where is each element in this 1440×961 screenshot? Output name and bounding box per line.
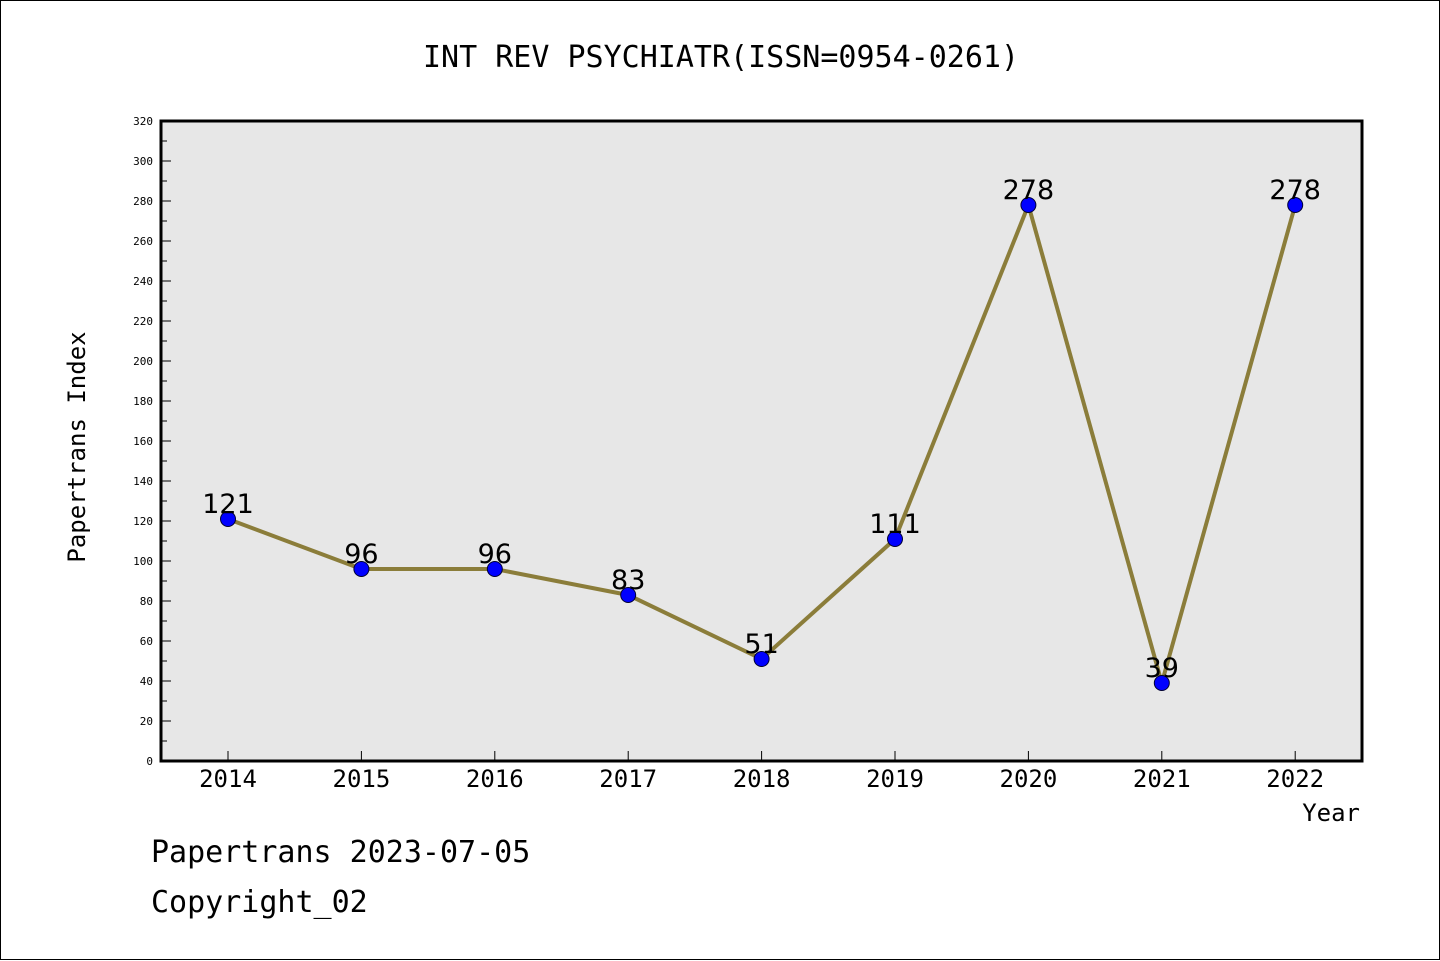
data-point-marker	[1287, 197, 1304, 213]
data-point-label: 83	[611, 565, 645, 596]
plot-border	[159, 119, 1364, 763]
y-tick-label: 280	[133, 195, 153, 208]
footer-date-line: Papertrans 2023-07-05	[151, 835, 531, 870]
x-axis-label: Year	[1302, 799, 1360, 827]
data-point-label: 121	[202, 489, 254, 520]
y-tick-label: 300	[133, 155, 153, 168]
y-tick-label: 60	[140, 635, 153, 648]
x-tick-label: 2015	[333, 765, 391, 793]
y-tick-label: 200	[133, 355, 153, 368]
data-point-label: 39	[1145, 653, 1179, 684]
data-point-label: 96	[344, 539, 378, 570]
data-point-marker	[887, 531, 903, 547]
y-tick-label: 120	[133, 515, 153, 528]
y-axis-ticks: 0 20 40 60 80 100 120 140 160 180 200 220 240 260 280 3…	[133, 115, 171, 768]
x-tick-label: 2016	[466, 765, 524, 793]
data-markers	[220, 197, 1304, 691]
x-tick-label: 2017	[599, 765, 657, 793]
y-tick-label: 160	[133, 435, 153, 448]
x-tick-label: 2021	[1133, 765, 1191, 793]
y-tick-label: 100	[133, 555, 153, 568]
y-tick-label: 320	[133, 115, 153, 128]
y-tick-label: 180	[133, 395, 153, 408]
x-tick-label: 2014	[199, 765, 257, 793]
data-point-label: 278	[1269, 175, 1321, 206]
x-tick-label: 2019	[866, 765, 924, 793]
data-point-marker	[353, 561, 370, 577]
chart-title: INT REV PSYCHIATR(ISSN=0954-0261)	[423, 40, 1019, 75]
data-labels: 121 96 96 83 51 111 278 39 278	[202, 175, 1321, 684]
x-tick-label: 2022	[1266, 765, 1324, 793]
y-tick-label: 220	[133, 315, 153, 328]
data-point-marker	[753, 651, 770, 667]
data-point-label: 51	[744, 629, 778, 660]
data-point-marker	[220, 511, 236, 527]
data-point-label: 111	[869, 509, 921, 540]
y-axis-label: Papertrans Index	[63, 331, 91, 562]
y-tick-label: 40	[140, 675, 153, 688]
y-tick-label: 260	[133, 235, 153, 248]
y-tick-label: 140	[133, 475, 153, 488]
data-point-label: 96	[478, 539, 512, 570]
y-tick-label: 20	[140, 715, 153, 728]
footer-copyright-line: Copyright_02	[151, 885, 368, 920]
data-point-marker	[620, 587, 637, 603]
x-axis-ticks: 2014 2015 2016 2017 2018 2019 2020 2021 2022	[199, 751, 1324, 793]
y-tick-label: 80	[140, 595, 153, 608]
y-tick-label: 240	[133, 275, 153, 288]
x-tick-label: 2018	[733, 765, 791, 793]
y-tick-label: 0	[146, 755, 153, 768]
data-point-marker	[1153, 675, 1170, 691]
data-point-marker	[486, 561, 503, 577]
x-tick-label: 2020	[1000, 765, 1058, 793]
data-point-marker	[1020, 197, 1037, 213]
data-point-label: 278	[1003, 175, 1055, 206]
